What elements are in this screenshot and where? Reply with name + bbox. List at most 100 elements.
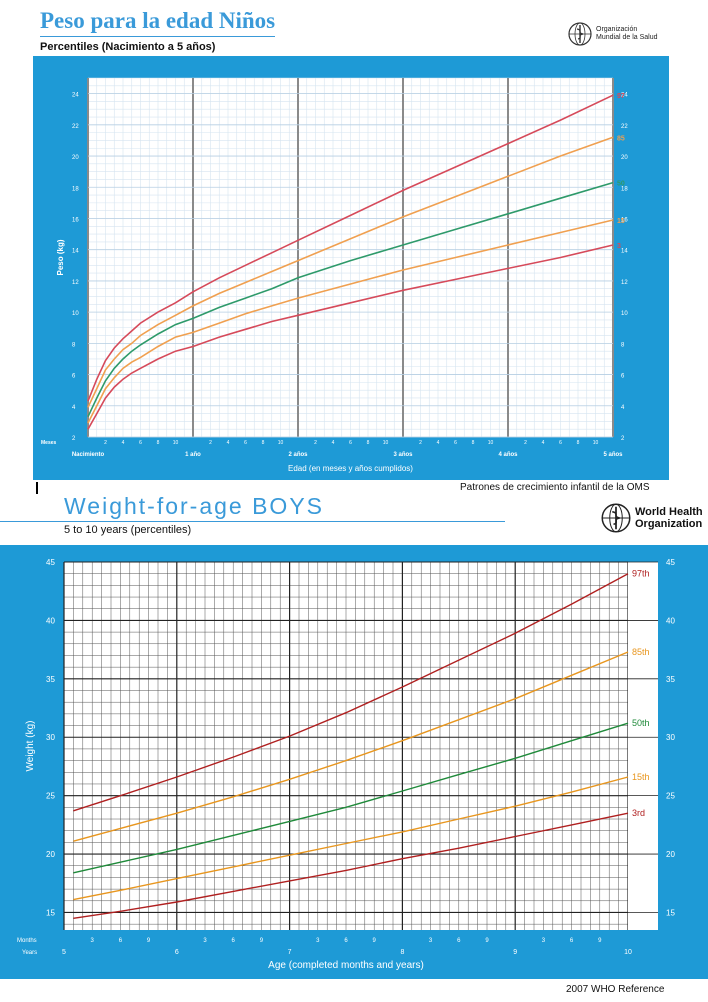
y-tick-label-left: 8 <box>72 342 76 348</box>
series-label-97: 97 <box>617 93 625 100</box>
month-tick-label: 6 <box>244 440 247 446</box>
month-tick-label: 2 <box>314 440 317 446</box>
month-tick-label: 2 <box>524 440 527 446</box>
y-tick-label-right: 25 <box>666 792 675 801</box>
y-tick-label-right: 24 <box>621 93 628 99</box>
top-chart-subtitle: Percentiles (Nacimiento a 5 años) <box>40 41 216 53</box>
top-chart-source: Patrones de crecimiento infantil de la O… <box>460 482 650 493</box>
y-tick-label-left: 22 <box>72 124 79 130</box>
y-tick-label-right: 35 <box>666 675 675 684</box>
y-tick-label-left: 20 <box>46 850 55 859</box>
y-tick-label-left: 12 <box>72 280 79 286</box>
month-tick-label: 8 <box>367 440 370 446</box>
month-tick-label: 6 <box>454 440 457 446</box>
month-tick-label: 6 <box>139 440 142 446</box>
y-tick-label-left: 35 <box>46 675 55 684</box>
year-tick-label: 4 años <box>498 452 518 458</box>
who-logo-line-1: Organización <box>596 26 638 33</box>
y-tick-label-right: 16 <box>621 217 628 223</box>
bottom-chart-title: Weight-for-age BOYS <box>64 493 325 519</box>
y-tick-label-left: 20 <box>72 155 79 161</box>
y-axis-label: Peso (kg) <box>56 239 65 275</box>
y-tick-label-right: 12 <box>621 280 628 286</box>
y-tick-label-left: 4 <box>72 405 76 411</box>
who-logo-line-2: Mundial de la Salud <box>596 34 658 41</box>
month-tick-label: 2 <box>419 440 422 446</box>
month-tick-label: 6 <box>457 938 461 944</box>
month-tick-label: 9 <box>485 938 489 944</box>
month-tick-label: 4 <box>437 440 440 446</box>
year-tick-label: 1 año <box>185 452 201 458</box>
y-tick-label-left: 25 <box>46 792 55 801</box>
y-tick-label-right: 14 <box>621 249 628 255</box>
y-tick-label-left: 10 <box>72 311 79 317</box>
y-tick-label-left: 30 <box>46 733 55 742</box>
month-tick-label: 3 <box>542 938 546 944</box>
year-tick-label: Nacimiento <box>72 452 105 458</box>
top-chart-title: Peso para la edad Niños <box>40 8 276 33</box>
text-cursor <box>36 482 38 494</box>
month-tick-label: 9 <box>260 938 264 944</box>
series-label-15th: 15th <box>632 772 650 782</box>
y-tick-label-right: 45 <box>666 558 675 567</box>
series-line-50 <box>87 181 614 418</box>
y-tick-label-left: 24 <box>72 93 79 99</box>
x-axis-label: Age (completed months and years) <box>268 960 424 971</box>
y-tick-label-left: 6 <box>72 374 76 380</box>
y-tick-label-left: 45 <box>46 558 55 567</box>
series-line-97th <box>73 573 629 812</box>
series-line-15th <box>73 776 629 901</box>
series-line-50th <box>73 722 629 874</box>
months-row-label: Meses <box>41 440 57 446</box>
series-line-85th <box>73 651 629 842</box>
month-tick-label: 9 <box>598 938 602 944</box>
series-label-3: 3 <box>617 243 621 250</box>
month-tick-label: 8 <box>157 440 160 446</box>
month-tick-label: 6 <box>559 440 562 446</box>
x-axis-label: Edad (en meses y años cumplidos) <box>288 464 413 473</box>
bottom-title-rule <box>0 521 505 522</box>
top-title-rule <box>40 36 275 37</box>
year-tick-label: 3 años <box>393 452 413 458</box>
year-tick-label: 5 <box>62 949 66 956</box>
y-tick-label-right: 30 <box>666 733 675 742</box>
y-tick-label-left: 14 <box>72 249 79 255</box>
who-logo-english: World Health Organization <box>601 503 703 533</box>
month-tick-label: 10 <box>593 440 599 446</box>
month-tick-label: 3 <box>429 938 433 944</box>
bottom-chart-source: 2007 WHO Reference <box>566 984 665 995</box>
y-tick-label-left: 18 <box>72 186 79 192</box>
label-band <box>628 562 658 930</box>
series-line-3 <box>87 244 614 430</box>
month-tick-label: 3 <box>91 938 95 944</box>
y-tick-label-right: 20 <box>621 155 628 161</box>
month-tick-label: 6 <box>349 440 352 446</box>
series-line-15 <box>87 219 614 424</box>
month-tick-label: 10 <box>278 440 284 446</box>
bottom-chart-subtitle: 5 to 10 years (percentiles) <box>64 524 192 536</box>
y-tick-label-left: 2 <box>72 436 76 442</box>
month-tick-label: 2 <box>104 440 107 446</box>
month-tick-label: 6 <box>232 938 236 944</box>
y-tick-label-right: 2 <box>621 436 625 442</box>
month-tick-label: 3 <box>316 938 320 944</box>
series-line-3rd <box>73 812 629 919</box>
month-tick-label: 6 <box>119 938 123 944</box>
who-logo-line-2: Organization <box>635 518 703 530</box>
series-label-3rd: 3rd <box>632 808 645 818</box>
month-tick-label: 8 <box>262 440 265 446</box>
y-tick-label-right: 18 <box>621 186 628 192</box>
month-tick-label: 10 <box>173 440 179 446</box>
year-tick-label: 8 <box>400 949 404 956</box>
series-label-85: 85 <box>617 135 625 142</box>
month-tick-label: 4 <box>542 440 545 446</box>
year-tick-label: 5 años <box>603 452 623 458</box>
series-label-50th: 50th <box>632 718 650 728</box>
month-tick-label: 6 <box>570 938 574 944</box>
y-tick-label-left: 15 <box>46 908 55 917</box>
series-label-85th: 85th <box>632 647 650 657</box>
month-tick-label: 8 <box>472 440 475 446</box>
y-tick-label-right: 4 <box>621 405 625 411</box>
month-tick-label: 4 <box>122 440 125 446</box>
